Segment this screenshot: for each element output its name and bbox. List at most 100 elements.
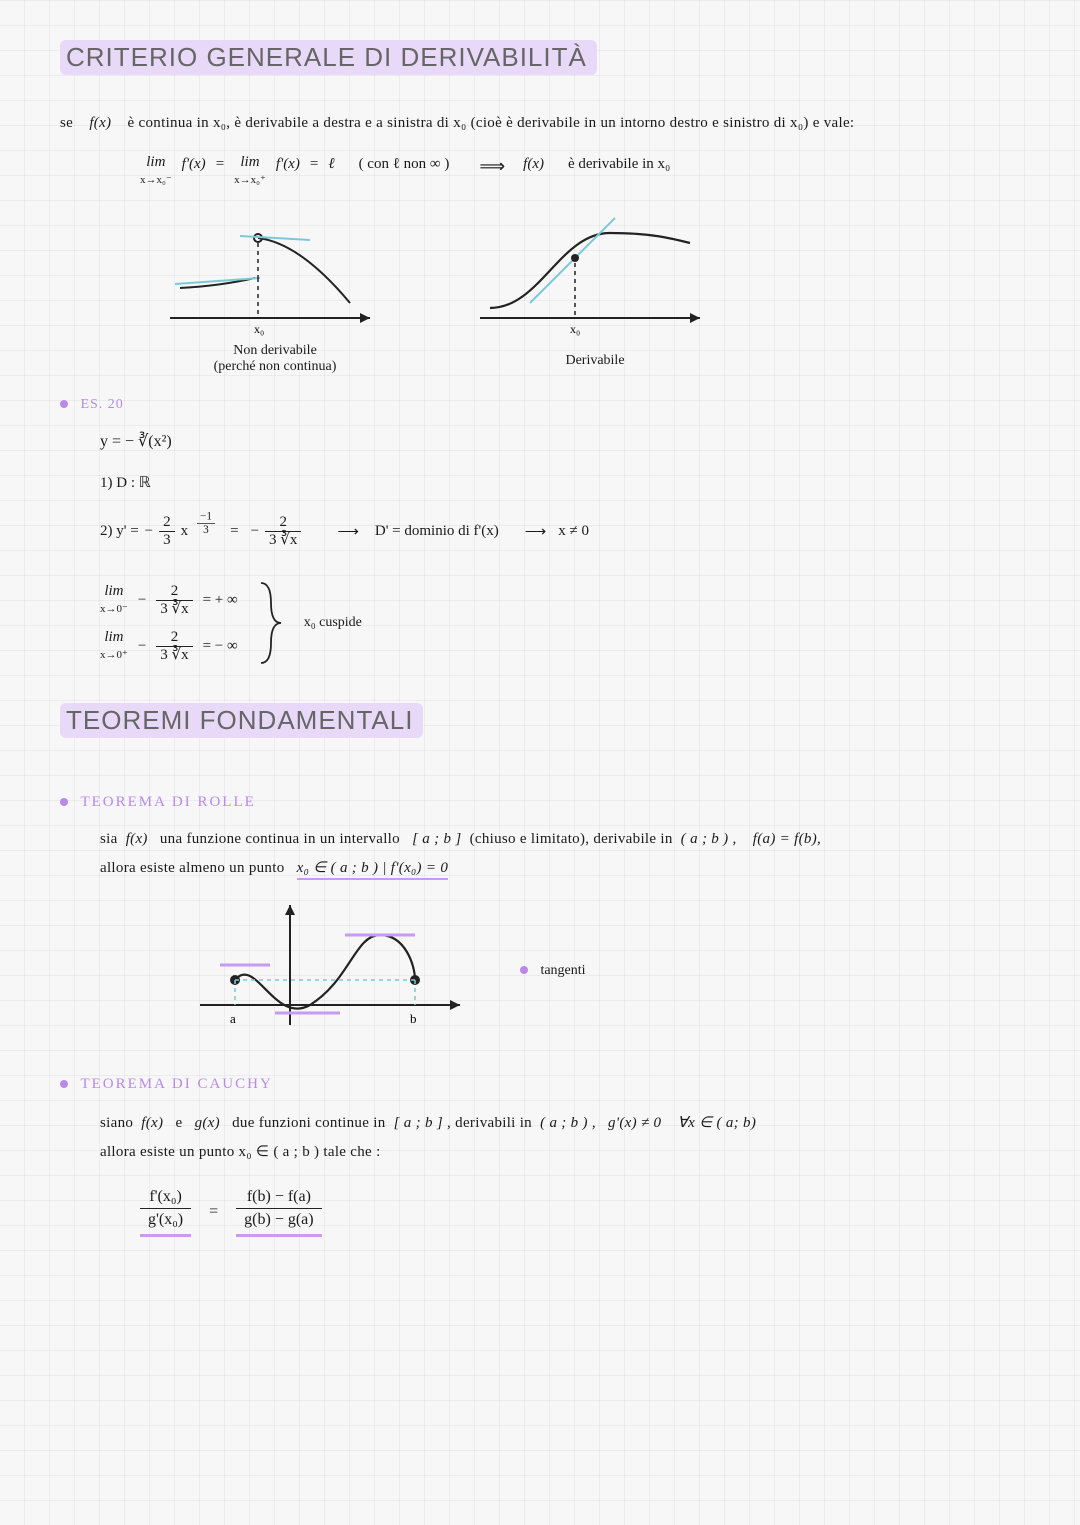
rolle-paren: (chiuso e limitato), derivabile in: [470, 831, 673, 847]
bullet-icon: [60, 798, 68, 806]
cauchy-eq: =: [209, 1203, 218, 1221]
rolle-line2-pre: allora esiste almeno un punto: [100, 860, 285, 876]
cauchy-ab: [ a ; b ] ,: [394, 1115, 451, 1131]
cauchy-open: ( a ; b ) ,: [540, 1115, 596, 1131]
cauchy-pre: siano: [100, 1115, 133, 1131]
ell: ℓ: [328, 154, 334, 173]
intro-line: se f(x) è continua in x₀, è derivabile a…: [60, 115, 1020, 132]
graph-left-svg: x₀: [160, 208, 390, 338]
rolle-eq: f(a) = f(b),: [753, 831, 821, 847]
graph-right-xlabel: x₀: [570, 322, 580, 336]
cauchy-formula: f'(x₀) g'(x₀) = f(b) − f(a) g(b) − g(a): [140, 1186, 1020, 1237]
cauchy-forall: ∀x ∈ ( a; b): [678, 1115, 757, 1131]
rolle-graph-row: a b tangenti: [180, 895, 1020, 1045]
rolle-fx: f(x): [126, 831, 148, 847]
brace-icon: [256, 578, 286, 668]
graph-derivable: x₀ Derivabile: [470, 208, 720, 375]
deriv-lhs: 2) y' =: [100, 523, 139, 540]
cauchy-rhs-den: g(b) − g(a): [236, 1209, 321, 1231]
cauchy-mid: due funzioni continue in: [232, 1115, 385, 1131]
lim1-sub: x→x₀⁻: [140, 174, 172, 186]
rolle-line2: allora esiste almeno un punto x₀ ∈ ( a ;…: [100, 858, 1020, 880]
note: ( con ℓ non ∞ ): [359, 154, 450, 173]
cauchy-gx: g(x): [195, 1115, 220, 1131]
dprime: D' = dominio di f'(x): [375, 523, 499, 540]
rolle-open: ( a ; b ) ,: [681, 831, 737, 847]
rolle-heading: TEOREMA DI ROLLE: [80, 794, 255, 810]
deriv-exp-num: −1: [197, 510, 215, 523]
cauchy-rhs-num: f(b) − f(a): [236, 1186, 321, 1209]
lim2: lim: [240, 154, 259, 170]
rolle-cond: x₀ ∈ ( a ; b ) | f'(x₀) = 0: [297, 858, 449, 880]
cond: x ≠ 0: [558, 523, 589, 540]
cauchy-lhs-den: g'(x₀): [140, 1209, 191, 1231]
es-function: y = − ∛(x²): [100, 431, 1020, 451]
graph-right-svg: x₀: [470, 208, 720, 338]
cusp-label: x₀ cuspide: [304, 615, 362, 631]
cauchy-e: e: [175, 1115, 182, 1131]
lim-a-val: = + ∞: [203, 592, 238, 609]
lim-a-sub: x→0⁻: [100, 603, 128, 615]
deriv-eq: =: [230, 523, 238, 540]
arrow1: ⟶: [337, 522, 359, 541]
rolle-graph: a b: [180, 895, 480, 1045]
svg-text:a: a: [230, 1011, 236, 1026]
cauchy-heading: TEOREMA DI CAUCHY: [80, 1076, 272, 1092]
intro-fx: f(x): [89, 115, 111, 131]
criteria-graphs: x₀ Non derivabile (perché non continua) …: [160, 208, 1020, 375]
cauchy-fx: f(x): [141, 1115, 163, 1131]
cauchy-gprime: g'(x) ≠ 0: [608, 1115, 661, 1131]
es-derivative: 2) y' = − 2 3 x −1 3 = − 2 3 ∛x ⟶ D' = d…: [100, 514, 1020, 548]
cauchy-line2: allora esiste un punto x₀ ∈ ( a ; b ) ta…: [100, 1142, 1020, 1161]
graph-left-caption2: (perché non continua): [160, 359, 390, 375]
lim-b: lim: [104, 629, 123, 645]
expr1: f'(x): [182, 154, 206, 173]
eq2: =: [310, 154, 318, 173]
deriv-exp-den: 3: [197, 523, 215, 535]
lim-a-num: 2: [156, 583, 192, 601]
fx-concl: f(x): [523, 154, 544, 173]
deriv-frac-num: 2: [159, 514, 175, 532]
deriv-rhs-num: 2: [265, 514, 301, 532]
rolle-line1: sia f(x) una funzione continua in un int…: [100, 831, 1020, 848]
graph-left-xlabel: x₀: [254, 322, 264, 336]
lim-a-den: 3 ∛x: [156, 601, 192, 618]
bullet-icon: [520, 966, 528, 974]
deriv-rhs-den: 3 ∛x: [265, 532, 301, 549]
tangenti-label: tangenti: [540, 963, 585, 978]
bullet-icon: [60, 400, 68, 408]
rolle-pre: sia: [100, 831, 118, 847]
lim-b-sub: x→0⁺: [100, 649, 128, 661]
limit-line: lim x→x₀⁻ f'(x) = lim x→x₀⁺ f'(x) = ℓ ( …: [140, 154, 1020, 188]
lim1: lim: [146, 154, 165, 170]
concl: è derivabile in x₀: [568, 154, 670, 173]
cauchy-line1: siano f(x) e g(x) due funzioni continue …: [100, 1113, 1020, 1132]
graph-left-caption1: Non derivabile: [160, 343, 390, 359]
es-domain: 1) D : ℝ: [100, 473, 1020, 492]
es-limits-block: lim x→0⁻ − 2 3 ∛x = + ∞ lim x→0⁺ − 2 3: [100, 578, 1020, 668]
rolle-ab: [ a ; b ]: [412, 831, 461, 847]
cauchy-deriv: derivabili in: [455, 1115, 532, 1131]
bullet-icon: [60, 1080, 68, 1088]
cauchy-lhs-num: f'(x₀): [140, 1186, 191, 1209]
graph-non-derivable: x₀ Non derivabile (perché non continua): [160, 208, 390, 375]
page-title-1: CRITERIO GENERALE DI DERIVABILITÀ: [60, 40, 597, 75]
lim-b-val: = − ∞: [203, 638, 238, 655]
lim-a: lim: [104, 583, 123, 599]
deriv-mid: x: [181, 523, 189, 540]
svg-text:b: b: [410, 1011, 417, 1026]
implies-arrow: ⟹: [479, 154, 505, 177]
intro-prefix: se: [60, 115, 73, 131]
graph-right-caption: Derivabile: [470, 353, 720, 369]
rolle-mid: una funzione continua in un intervallo: [160, 831, 400, 847]
lim-b-den: 3 ∛x: [156, 647, 192, 664]
intro-text: è continua in x₀, è derivabile a destra …: [128, 115, 855, 131]
eq1: =: [216, 154, 224, 173]
deriv-frac-den: 3: [159, 532, 175, 549]
page-title-2: TEOREMI FONDAMENTALI: [60, 703, 423, 738]
lim-b-num: 2: [156, 629, 192, 647]
expr2: f'(x): [276, 154, 300, 173]
exercise-tag: ES. 20: [80, 397, 123, 412]
rolle-legend: tangenti: [520, 961, 586, 979]
lim2-sub: x→x₀⁺: [234, 174, 266, 186]
